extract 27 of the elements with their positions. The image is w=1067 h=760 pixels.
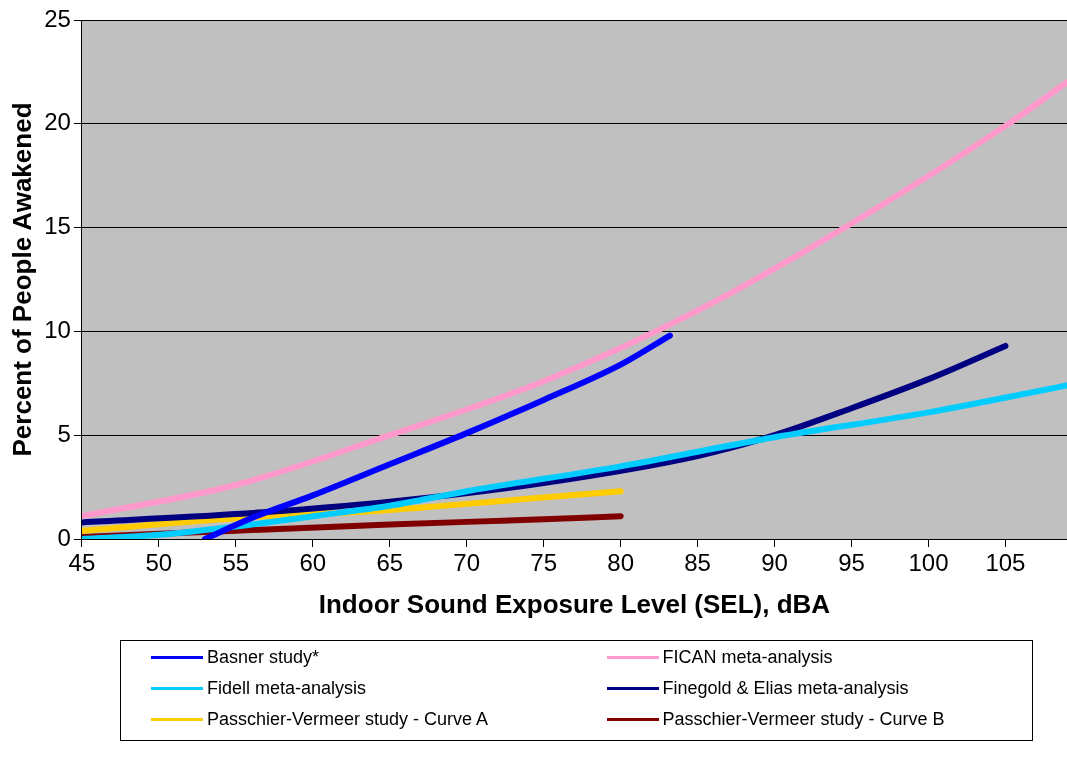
y-axis-title: Percent of People Awakened [6, 102, 37, 457]
x-tick-label: 85 [684, 549, 711, 577]
legend-label: Passchier-Vermeer study - Curve A [207, 709, 489, 730]
x-tick-label: 105 [985, 549, 1026, 577]
legend-label: Basner study* [207, 647, 320, 668]
y-tick-label: 20 [44, 108, 71, 136]
x-tick-label: 70 [453, 549, 481, 577]
x-tick-label: 75 [530, 549, 558, 577]
x-axis-title: Indoor Sound Exposure Level (SEL), dBA [318, 588, 831, 619]
y-tick-label: 25 [44, 4, 71, 32]
x-tick-label: 60 [299, 549, 327, 577]
y-tick-label: 15 [44, 212, 71, 240]
x-tick-label: 55 [222, 549, 250, 577]
x-tick-label: 90 [761, 549, 788, 577]
x-tick-label: 100 [908, 549, 949, 577]
legend-label: Finegold & Elias meta-analysis [662, 678, 909, 699]
legend-label: FICAN meta-analysis [662, 647, 833, 668]
x-tick-label: 95 [838, 549, 865, 577]
legend-label: Fidell meta-analysis [207, 678, 367, 699]
y-tick-label: 0 [57, 523, 71, 551]
x-tick-label: 65 [376, 549, 404, 577]
x-tick-label: 80 [607, 549, 634, 577]
y-tick-label: 5 [57, 419, 71, 447]
legend-label: Passchier-Vermeer study - Curve B [662, 709, 945, 730]
y-tick-label: 10 [44, 316, 71, 344]
x-tick-label: 45 [68, 549, 96, 577]
x-tick-label: 50 [145, 549, 173, 577]
